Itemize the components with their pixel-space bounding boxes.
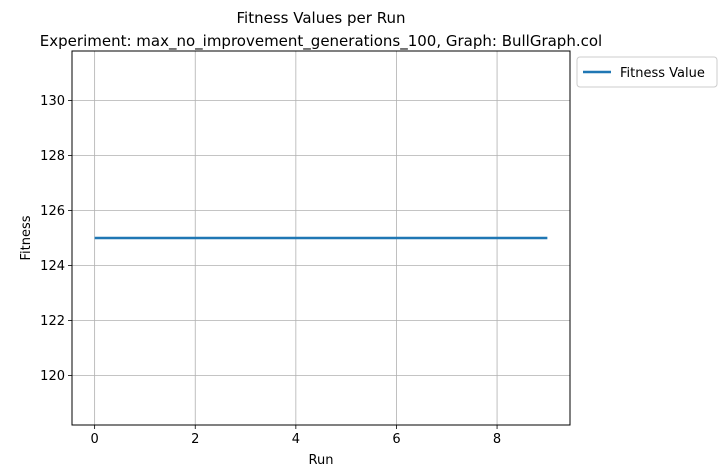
x-tick-label: 6: [392, 432, 400, 447]
y-tick-label: 120: [40, 369, 65, 384]
y-tick-label: 130: [40, 94, 65, 109]
chart-subtitle: Experiment: max_no_improvement_generatio…: [40, 32, 602, 51]
y-tick-label: 128: [40, 149, 65, 164]
legend: Fitness Value: [576, 56, 718, 88]
x-tick-label: 4: [292, 432, 300, 447]
x-tick-label: 0: [90, 432, 98, 447]
legend-box: [576, 56, 718, 88]
legend-label: Fitness Value: [620, 66, 705, 81]
axis-ticks: 0 2 4 6 8 120 122 124 126 128 130: [40, 94, 501, 447]
chart-title: Fitness Values per Run: [237, 9, 406, 27]
y-tick-label: 122: [40, 314, 65, 329]
x-tick-label: 2: [191, 432, 199, 447]
plot-frame: [71, 50, 571, 426]
x-tick-label: 8: [493, 432, 501, 447]
x-axis-label: Run: [309, 453, 334, 468]
y-tick-label: 124: [40, 259, 65, 274]
y-axis-label: Fitness: [19, 215, 34, 260]
y-tick-label: 126: [40, 204, 65, 219]
